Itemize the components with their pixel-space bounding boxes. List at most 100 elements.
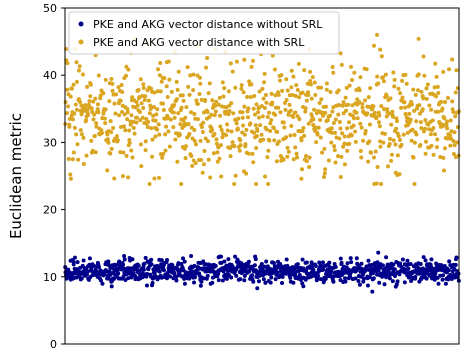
data-point xyxy=(104,269,109,274)
data-point xyxy=(347,141,352,146)
data-point xyxy=(399,142,404,147)
data-point xyxy=(153,134,158,139)
data-point xyxy=(157,73,162,78)
data-point xyxy=(323,110,328,115)
data-point xyxy=(421,96,426,101)
data-point xyxy=(186,84,191,89)
data-point xyxy=(108,266,113,270)
data-point xyxy=(183,156,188,161)
data-point xyxy=(213,109,218,114)
data-point xyxy=(138,77,143,82)
data-point xyxy=(244,127,249,132)
data-point xyxy=(353,276,358,281)
data-point xyxy=(454,255,459,260)
data-point xyxy=(224,133,229,138)
data-point xyxy=(165,95,170,100)
data-point xyxy=(238,138,243,143)
data-point xyxy=(159,79,164,84)
data-point xyxy=(431,152,436,157)
data-point xyxy=(264,100,269,105)
data-point xyxy=(234,121,239,126)
data-point xyxy=(238,277,243,282)
data-point xyxy=(93,96,98,101)
data-point xyxy=(428,132,433,137)
data-point xyxy=(194,142,199,147)
data-point xyxy=(80,72,85,77)
data-point xyxy=(371,104,376,109)
data-point xyxy=(307,165,312,170)
y-tick-label: 40 xyxy=(43,69,57,82)
data-point xyxy=(391,138,396,143)
data-point xyxy=(176,69,181,74)
data-point xyxy=(199,157,204,162)
data-point xyxy=(273,113,278,117)
data-point xyxy=(163,148,168,153)
data-point xyxy=(451,139,456,144)
data-point xyxy=(111,125,116,130)
data-point xyxy=(354,110,359,115)
data-point xyxy=(436,109,441,114)
data-point xyxy=(161,268,166,273)
data-point xyxy=(287,102,292,107)
data-point xyxy=(315,132,320,137)
data-point xyxy=(443,146,448,151)
data-point xyxy=(434,145,439,150)
data-point xyxy=(316,85,321,90)
data-point xyxy=(125,117,130,122)
data-point xyxy=(269,275,274,280)
data-point xyxy=(246,115,251,120)
data-point xyxy=(352,70,357,75)
data-point xyxy=(419,126,424,131)
data-point xyxy=(359,261,364,266)
data-point xyxy=(241,90,246,95)
data-point xyxy=(233,173,238,178)
data-point xyxy=(256,115,261,120)
data-point xyxy=(381,140,386,145)
legend-label: PKE and AKG vector distance without SRL xyxy=(93,18,323,31)
data-point xyxy=(189,153,194,158)
data-point xyxy=(427,103,432,108)
data-point xyxy=(379,54,384,59)
data-point xyxy=(212,132,217,137)
data-point xyxy=(300,167,305,172)
data-point xyxy=(268,129,273,134)
data-point xyxy=(306,121,311,126)
data-point xyxy=(369,150,374,155)
data-point xyxy=(441,273,446,278)
data-point xyxy=(118,150,123,155)
data-point xyxy=(65,87,70,92)
data-point xyxy=(284,135,289,140)
data-point xyxy=(441,168,446,173)
data-point xyxy=(399,105,404,110)
data-point xyxy=(299,138,304,143)
data-point xyxy=(149,86,154,91)
data-point xyxy=(96,110,101,115)
data-point xyxy=(301,284,306,289)
data-point xyxy=(342,134,347,139)
data-point xyxy=(152,176,157,181)
data-point xyxy=(323,167,328,172)
data-point xyxy=(375,32,380,37)
data-point xyxy=(109,130,114,135)
data-point xyxy=(278,78,282,83)
data-point xyxy=(331,274,336,279)
data-point xyxy=(130,95,135,100)
data-point xyxy=(102,272,107,277)
data-point xyxy=(453,114,458,119)
data-point xyxy=(367,139,372,144)
data-point xyxy=(262,71,267,76)
data-point xyxy=(229,275,234,280)
data-point xyxy=(216,278,221,283)
data-point xyxy=(232,182,237,187)
data-point xyxy=(122,253,127,258)
data-point xyxy=(318,277,323,282)
data-point xyxy=(210,98,215,103)
data-point xyxy=(433,271,438,276)
data-point xyxy=(433,132,438,137)
data-point xyxy=(175,87,180,92)
data-point xyxy=(191,72,196,77)
data-point xyxy=(228,61,233,66)
data-point xyxy=(108,272,113,277)
data-point xyxy=(383,131,388,136)
